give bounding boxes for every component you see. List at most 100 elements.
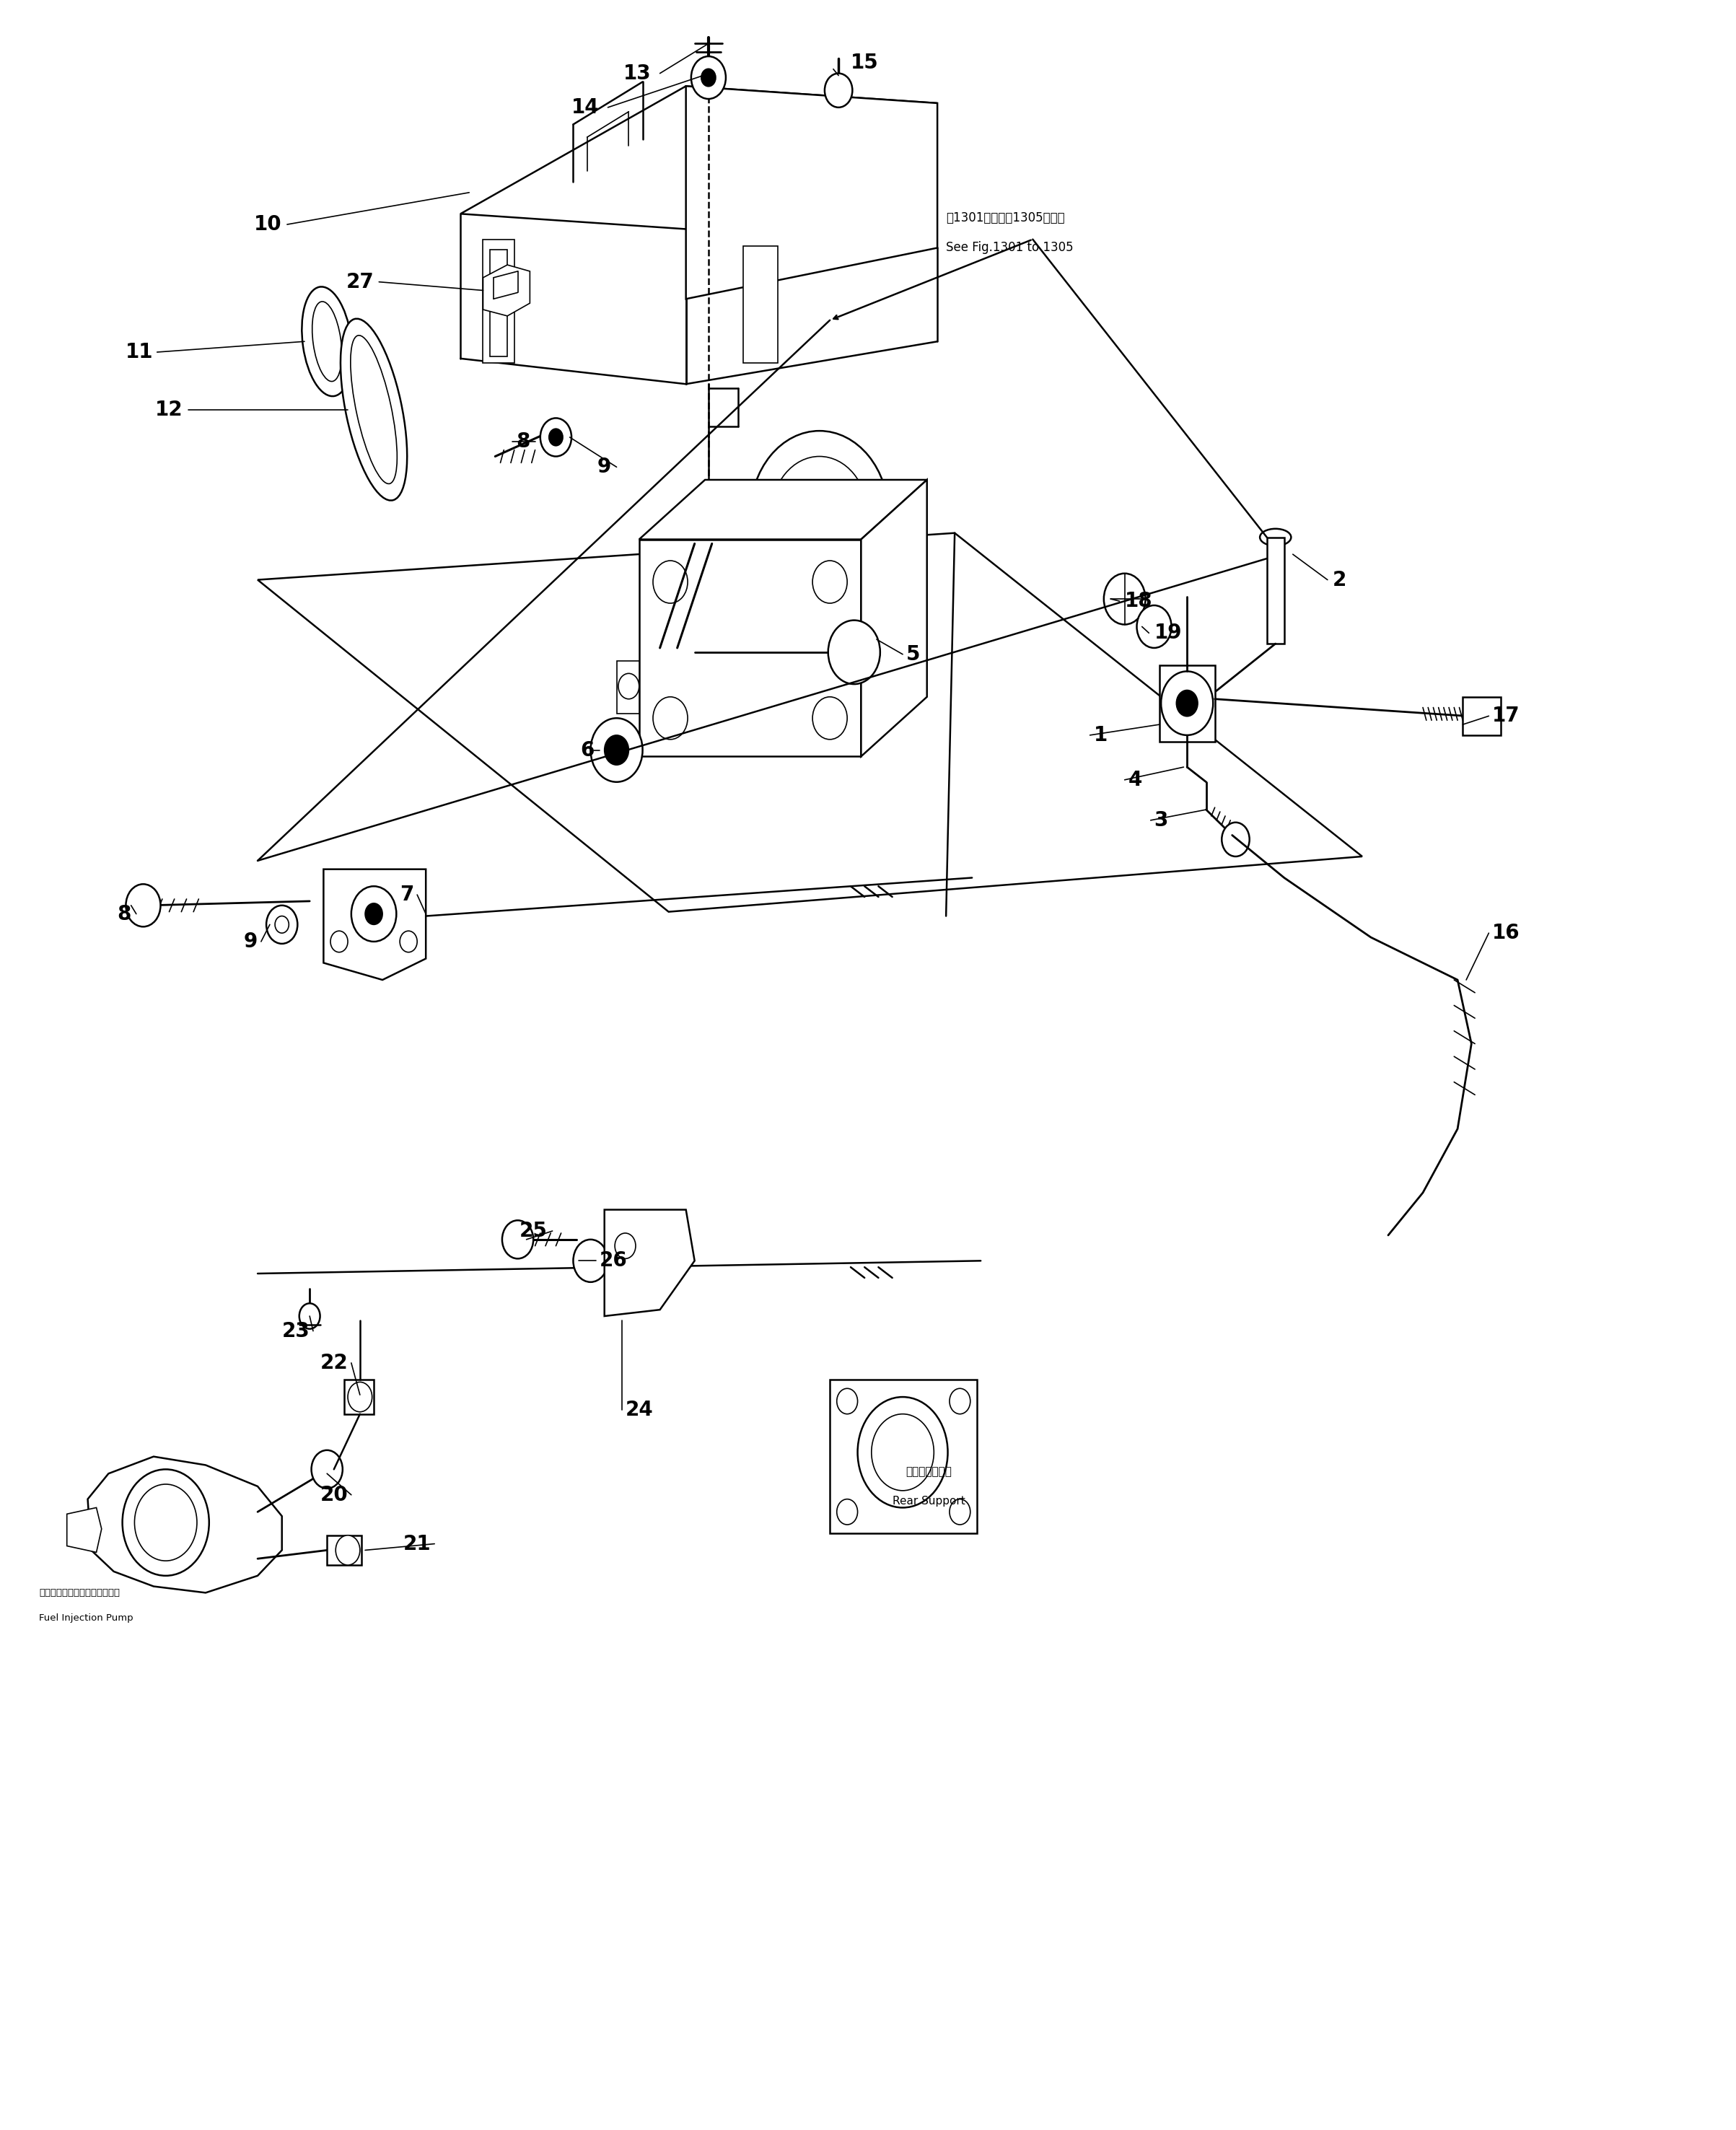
Circle shape — [771, 456, 868, 575]
Circle shape — [750, 430, 889, 601]
Text: 24: 24 — [625, 1399, 653, 1421]
Circle shape — [125, 884, 160, 927]
Text: 14: 14 — [571, 98, 599, 117]
Polygon shape — [861, 479, 927, 756]
Text: Rear Support: Rear Support — [892, 1495, 965, 1506]
Circle shape — [1161, 671, 1213, 735]
Bar — [743, 245, 778, 362]
Bar — [1463, 697, 1502, 735]
Circle shape — [871, 1414, 934, 1491]
Polygon shape — [68, 1508, 102, 1553]
Polygon shape — [323, 869, 425, 980]
Text: 6: 6 — [580, 739, 594, 760]
Text: 9: 9 — [243, 931, 257, 952]
Circle shape — [653, 560, 687, 603]
Text: 20: 20 — [319, 1485, 347, 1506]
Circle shape — [1137, 605, 1172, 648]
Text: 3: 3 — [1154, 809, 1168, 831]
Circle shape — [1177, 690, 1198, 716]
Circle shape — [549, 428, 562, 445]
Text: 27: 27 — [345, 273, 373, 292]
Ellipse shape — [1260, 528, 1292, 545]
Text: 15: 15 — [851, 53, 878, 72]
Circle shape — [950, 1389, 970, 1414]
Text: 10: 10 — [253, 215, 281, 234]
Circle shape — [828, 620, 880, 684]
Circle shape — [812, 697, 847, 739]
Circle shape — [573, 1240, 608, 1282]
Text: 17: 17 — [1493, 705, 1521, 726]
Polygon shape — [1160, 665, 1215, 741]
Polygon shape — [639, 479, 927, 539]
Ellipse shape — [351, 334, 398, 484]
Circle shape — [365, 903, 382, 924]
Text: 26: 26 — [599, 1250, 627, 1272]
Circle shape — [858, 1397, 948, 1508]
Circle shape — [825, 72, 852, 107]
Circle shape — [618, 673, 639, 699]
Circle shape — [604, 735, 628, 765]
Circle shape — [653, 697, 687, 739]
Polygon shape — [483, 264, 529, 315]
Circle shape — [399, 931, 417, 952]
Text: 4: 4 — [1128, 769, 1142, 790]
Circle shape — [299, 1304, 319, 1329]
Polygon shape — [616, 660, 639, 714]
Bar — [326, 1536, 361, 1566]
Text: 18: 18 — [1125, 590, 1153, 611]
Circle shape — [335, 1536, 359, 1566]
Text: 7: 7 — [399, 884, 413, 905]
Polygon shape — [257, 532, 1363, 912]
Circle shape — [812, 560, 847, 603]
Bar — [490, 249, 507, 356]
Text: 25: 25 — [519, 1220, 547, 1242]
Text: 19: 19 — [1154, 622, 1182, 643]
Text: 5: 5 — [906, 643, 920, 665]
Polygon shape — [639, 539, 861, 756]
Text: 1: 1 — [1094, 724, 1108, 745]
Polygon shape — [604, 1210, 694, 1316]
Text: 2: 2 — [1333, 569, 1347, 590]
Polygon shape — [344, 1380, 373, 1414]
Text: 第1301図から第1305図参照: 第1301図から第1305図参照 — [946, 211, 1064, 224]
Circle shape — [1222, 822, 1250, 856]
Circle shape — [1104, 573, 1146, 624]
Text: 21: 21 — [403, 1534, 431, 1555]
Polygon shape — [460, 85, 937, 230]
Circle shape — [330, 931, 347, 952]
Text: 22: 22 — [319, 1353, 347, 1374]
Circle shape — [590, 718, 642, 782]
Ellipse shape — [302, 288, 352, 396]
Circle shape — [502, 1220, 533, 1259]
Circle shape — [122, 1470, 208, 1576]
Polygon shape — [89, 1457, 281, 1593]
Text: 8: 8 — [116, 903, 130, 924]
Text: 11: 11 — [125, 343, 153, 362]
Circle shape — [274, 916, 288, 933]
Text: リヤーサポート: リヤーサポート — [906, 1465, 951, 1476]
Text: 9: 9 — [597, 458, 611, 477]
Circle shape — [701, 68, 715, 85]
Circle shape — [351, 886, 396, 941]
Text: 13: 13 — [623, 64, 651, 83]
Ellipse shape — [312, 302, 342, 381]
Circle shape — [347, 1382, 372, 1412]
Circle shape — [615, 1233, 635, 1259]
Circle shape — [311, 1451, 342, 1489]
Circle shape — [691, 55, 726, 98]
Circle shape — [950, 1500, 970, 1525]
Polygon shape — [1267, 537, 1285, 643]
Bar — [483, 239, 514, 362]
Circle shape — [540, 417, 571, 456]
Circle shape — [837, 1500, 858, 1525]
Text: See Fig.1301 to 1305: See Fig.1301 to 1305 — [946, 241, 1073, 253]
Circle shape — [837, 1389, 858, 1414]
Bar — [830, 1380, 977, 1534]
Ellipse shape — [340, 320, 408, 501]
Text: フェルインジェクションポンプ: フェルインジェクションポンプ — [40, 1589, 120, 1598]
Text: 12: 12 — [155, 400, 182, 420]
Polygon shape — [686, 85, 937, 298]
Circle shape — [266, 905, 297, 944]
Text: 23: 23 — [281, 1321, 309, 1342]
Text: 8: 8 — [516, 432, 529, 452]
